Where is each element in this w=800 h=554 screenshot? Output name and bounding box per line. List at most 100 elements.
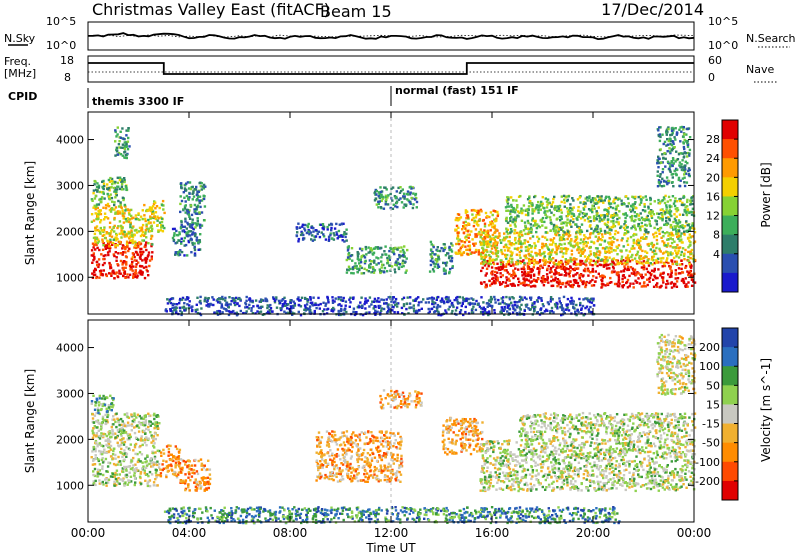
power-panel-cell [524,249,528,252]
power-panel-cell [430,255,433,258]
power-panel-cell [561,255,564,258]
power-panel-cell [460,245,464,248]
power-panel-cell [326,225,329,229]
power-panel-cell [396,311,400,314]
power-panel-cell [559,282,562,285]
power-panel-cell [555,224,558,228]
power-panel-cell [173,232,176,235]
power-panel-cell [402,195,405,198]
power-panel-cell [665,260,668,264]
power-panel-cell [662,235,665,238]
power-panel-cell [350,254,354,257]
power-panel-cell [368,296,372,299]
power-panel-cell [474,308,478,312]
power-panel-cell [560,195,563,198]
power-panel-cell [641,236,644,239]
power-panel-cell [682,280,686,283]
power-panel-cell [520,267,523,271]
power-panel-cell [401,254,405,257]
power-panel-cell [519,282,522,285]
power-panel-cell [630,227,633,230]
power-panel-cell [212,303,215,307]
power-panel-cell [661,240,664,243]
power-panel-cell [347,265,351,268]
power-panel-cell [377,200,380,203]
power-panel-cell [138,241,141,244]
power-panel-cell [430,296,434,299]
power-panel-cell [380,269,383,273]
power-panel-cell [94,226,97,229]
power-panel-cell [598,198,601,202]
power-panel-cell [544,262,547,265]
power-panel-cell [628,260,632,263]
power-panel-cell [576,309,579,312]
power-panel-cell [542,276,545,279]
power-panel-cell [572,213,575,216]
power-panel-cell [676,252,679,256]
power-panel-cell [551,257,555,260]
power-panel-cell [328,223,331,227]
power-panel-cell [528,244,531,247]
power-panel-cell [402,264,405,268]
power-panel-cell [494,220,497,223]
power-panel-cell [411,186,414,189]
power-panel-cell [655,259,658,262]
power-panel-cell [674,272,677,275]
power-panel-cell [509,264,513,267]
power-panel-cell [608,251,611,254]
power-panel-cell [668,162,671,165]
power-panel-cell [420,300,423,304]
power-panel-cell [143,214,146,217]
power-panel-cell [312,230,315,233]
power-panel-cell [179,202,182,206]
power-panel-cell [429,248,433,251]
power-panel-cell [168,300,171,303]
power-panel-cell [374,313,377,316]
power-panel-cell [653,275,657,279]
power-panel-cell [516,301,519,304]
power-panel-cell [658,247,661,250]
power-panel-cell [575,258,578,261]
power-panel-cell [541,312,545,315]
power-panel-cell [662,281,665,284]
power-panel-cell [122,268,125,271]
power-panel-cell [100,272,104,276]
power-panel-cell [588,310,591,313]
power-panel-cell [135,243,138,246]
power-panel-cell [137,213,140,216]
power-panel-cell [582,298,585,301]
power-panel-cell [380,246,383,250]
power-panel-cell [489,221,492,224]
power-panel-cell [407,193,410,196]
power-panel-cell [545,244,548,247]
power-panel-cell [492,209,495,212]
power-panel-cell [607,195,611,199]
power-panel-cell [613,270,616,273]
power-panel-cell [108,198,112,201]
power-panel-cell [353,313,357,317]
power-panel-cell [531,204,534,207]
power-panel-cell [645,218,649,221]
power-panel-cell [556,205,559,208]
power-panel-cell [191,223,194,226]
power-panel-cell [391,199,394,202]
power-panel-cell [193,252,197,255]
power-panel-cell [583,219,587,222]
power-panel-cell [193,208,196,211]
power-panel-cell [675,255,678,258]
power-panel-cell [668,150,672,153]
power-panel-cell [103,261,106,265]
power-panel-cell [354,266,357,269]
power-panel-cell [630,272,634,275]
power-panel-cell [640,273,643,277]
power-panel-cell [154,211,158,214]
power-panel-cell [348,305,351,308]
power-panel-cell [584,260,587,263]
power-panel-cell [674,160,677,163]
power-panel-cell [486,302,489,305]
power-panel-cell [465,299,468,302]
power-panel-cell [394,205,397,208]
power-panel-cell [311,239,315,242]
power-panel-cell [633,247,636,250]
power-panel-cell [273,299,277,302]
